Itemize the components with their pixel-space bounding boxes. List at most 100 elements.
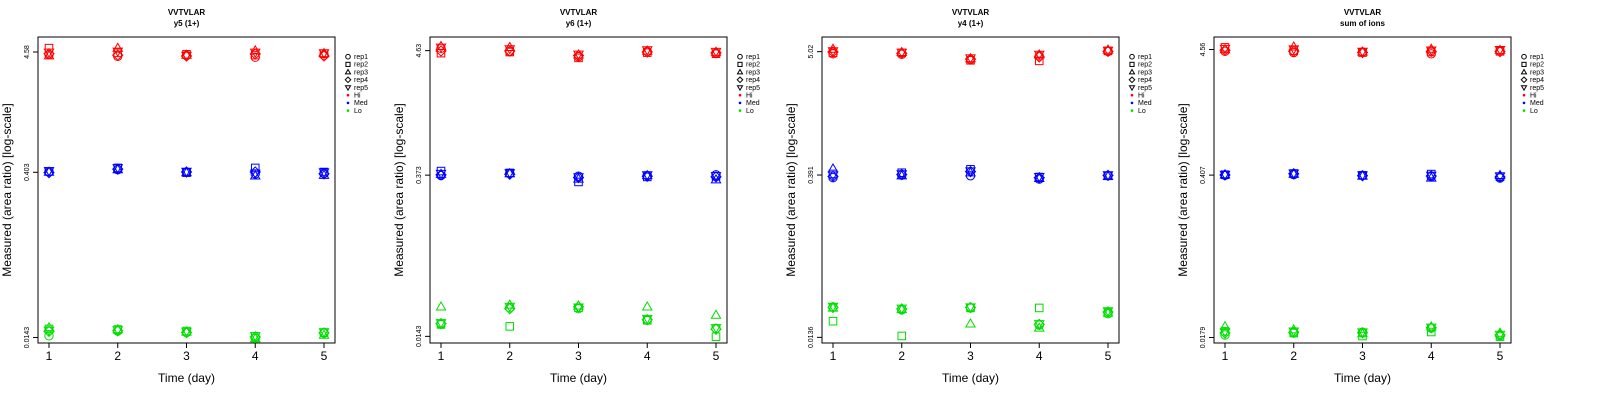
x-tick-label: 1	[46, 349, 53, 363]
legend-marker-rep4	[736, 76, 744, 84]
data-point-med-rep5-day3	[965, 167, 976, 177]
data-point-lo-rep3-day3	[573, 300, 584, 310]
data-point-lo-rep5-day2	[112, 326, 124, 336]
data-point-hi-rep5-day2	[896, 48, 908, 59]
legend-label-rep1: rep1	[1138, 54, 1152, 61]
data-point-med-rep5-day4	[1425, 171, 1437, 182]
chart-title: VVTVLAR	[168, 8, 206, 17]
data-point-med-rep4-day5	[318, 168, 330, 180]
legend-marker-rep2	[1521, 61, 1527, 67]
data-point-lo-rep2-day1	[828, 316, 838, 326]
legend-marker-lo	[738, 109, 742, 112]
data-point-med-rep5-day5	[710, 172, 722, 182]
x-tick-label: 2	[114, 349, 121, 363]
y-tick-label: 0.403	[24, 163, 31, 181]
x-tick-label: 2	[506, 349, 513, 363]
chart-subtitle: y6 (1+)	[566, 19, 592, 28]
legend-marker-rep2	[737, 61, 743, 67]
data-point-med-rep5-day2	[504, 169, 516, 179]
plot-frame	[821, 36, 1120, 344]
data-point-lo-rep5-day5	[318, 328, 330, 338]
x-tick-label: 4	[1036, 349, 1043, 363]
data-point-hi-rep3-day1	[435, 40, 447, 50]
legend-marker-lo	[1130, 109, 1134, 112]
x-tick-label: 5	[321, 349, 328, 363]
data-point-lo-rep5-day4	[641, 314, 653, 325]
y-tick-label: 4.63	[416, 44, 423, 58]
data-point-hi-rep3-day3	[1357, 46, 1368, 56]
data-point-hi-rep5-day2	[504, 45, 516, 55]
data-point-med-rep5-day2	[112, 164, 124, 174]
data-point-lo-rep3-day4	[1425, 320, 1437, 331]
legend-label-lo: Lo	[1530, 108, 1538, 115]
y-axis-label: Measured (area ratio) [log-scale]	[0, 103, 14, 276]
data-point-hi-rep3-day3	[965, 52, 976, 63]
plot-frame	[429, 36, 728, 344]
legend-label-hi: Hi	[1138, 93, 1145, 100]
y-tick-label: 0.373	[416, 166, 423, 184]
y-tick-label: 4.58	[24, 45, 31, 59]
data-point-lo-rep5-day2	[1288, 327, 1300, 338]
plot-frame	[37, 36, 336, 344]
legend-marker-rep2	[1129, 61, 1135, 67]
data-point-lo-rep2-day4	[1034, 303, 1044, 313]
legend-marker-rep5	[736, 85, 744, 92]
data-point-lo-rep5-day5	[1102, 307, 1114, 317]
data-point-lo-rep4-day2	[504, 302, 516, 315]
data-point-hi-rep5-day2	[112, 47, 124, 58]
legend-marker-rep3	[1128, 68, 1136, 75]
legend-marker-rep1	[1521, 53, 1527, 60]
legend-label-rep5: rep5	[746, 85, 760, 92]
legend-label-lo: Lo	[1138, 108, 1146, 115]
data-point-med-rep5-day3	[181, 167, 192, 178]
legend-marker-rep5	[344, 85, 352, 92]
data-point-lo-rep5-day5	[1494, 330, 1506, 341]
chart-panel-2: VVTVLAR y6 (1+) 1 2 3 4 5 Time (day) 0.0143 0.373…	[392, 8, 760, 385]
data-point-hi-rep4-day4	[1033, 51, 1045, 63]
y-tick-label: 5.02	[808, 45, 815, 59]
x-tick-label: 1	[438, 349, 445, 363]
plot-frame	[1213, 36, 1512, 344]
legend-label-rep4: rep4	[354, 77, 368, 84]
legend-label-med: Med	[354, 100, 368, 107]
legend-marker-med	[346, 101, 350, 105]
legend-marker-rep3	[344, 68, 352, 75]
legend-marker-rep5	[1128, 85, 1136, 92]
data-point-hi-rep4-day5	[318, 50, 330, 62]
data-point-lo-rep5-day1	[827, 302, 839, 313]
legend-label-lo: Lo	[354, 108, 362, 115]
data-point-hi-rep4-day2	[504, 45, 516, 57]
legend-label-rep3: rep3	[746, 69, 760, 76]
chart-panel-1: VVTVLAR y5 (1+) 1 2 3 4 5 Time (day) 0.0143 0.403…	[0, 8, 368, 385]
data-point-lo-rep3-day2	[504, 299, 516, 309]
data-point-lo-rep5-day3	[573, 303, 584, 314]
data-point-hi-rep5-day3	[573, 50, 584, 61]
x-tick-label: 4	[1428, 349, 1435, 363]
y-axis-label: Measured (area ratio) [log-scale]	[1176, 103, 1190, 276]
data-point-hi-rep3-day2	[504, 41, 516, 51]
data-point-med-rep3-day1	[435, 168, 447, 178]
chart-title: VVTVLAR	[560, 8, 598, 17]
data-point-med-rep5-day2	[896, 170, 908, 180]
data-point-hi-rep5-day4	[1425, 46, 1437, 57]
legend-marker-rep5	[1520, 85, 1528, 92]
chart-subtitle: y4 (1+)	[958, 19, 984, 28]
legend-label-rep2: rep2	[354, 62, 368, 69]
data-point-med-rep5-day4	[249, 169, 261, 180]
chart-subtitle: sum of ions	[1340, 19, 1385, 28]
data-point-hi-rep5-day3	[1357, 47, 1368, 58]
data-point-lo-rep5-day2	[896, 304, 908, 315]
legend-marker-hi	[1130, 93, 1134, 97]
x-axis-label: Time (day)	[1334, 371, 1391, 385]
legend-label-rep5: rep5	[1530, 85, 1544, 92]
x-tick-label: 1	[830, 349, 837, 363]
legend-label-hi: Hi	[1530, 93, 1537, 100]
legend-label-rep2: rep2	[1138, 62, 1152, 69]
chart-panel-4: VVTVLAR sum of ions 1 2 3 4 5 Time (day) 0.0179 0…	[1176, 8, 1544, 385]
data-point-hi-rep5-day3	[965, 54, 976, 64]
legend-marker-lo	[346, 109, 350, 112]
data-point-hi-rep5-day5	[318, 49, 330, 59]
x-tick-label: 3	[183, 349, 190, 363]
